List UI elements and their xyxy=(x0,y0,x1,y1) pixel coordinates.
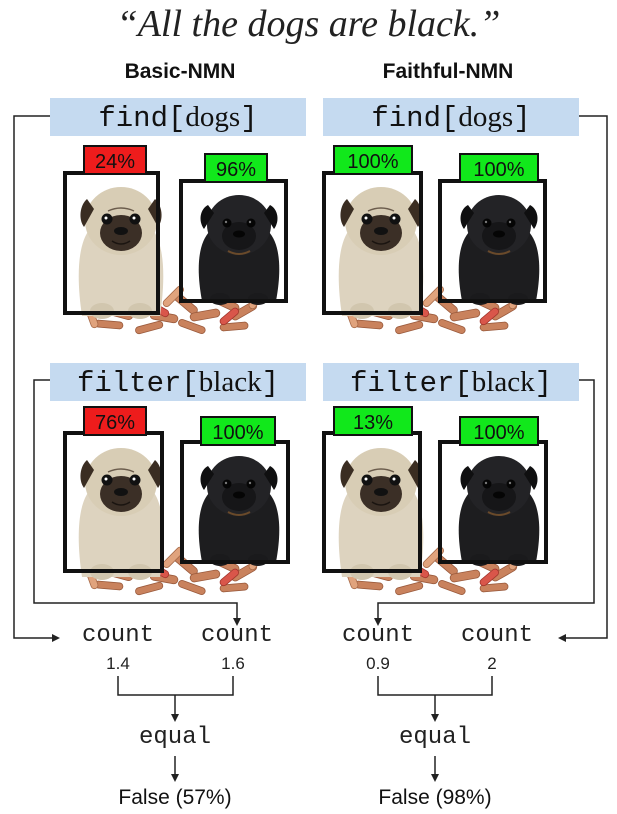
basic-filter-module: filter[black] xyxy=(50,363,306,401)
basic-filter-score-black: 100% xyxy=(200,416,276,446)
connector-faithful-filter-count xyxy=(377,379,595,618)
arrow-faithful-count1 xyxy=(374,618,382,626)
faithful-count-1-value: 0.9 xyxy=(366,654,390,673)
basic-equal-module: equal xyxy=(138,724,211,751)
basic-count-1-value: 1.4 xyxy=(106,654,130,673)
faithful-find-score-black: 100% xyxy=(459,153,539,183)
basic-result: False (57%) xyxy=(118,786,232,809)
arrow-basic-result xyxy=(171,774,179,782)
faithful-equal-module: equal xyxy=(398,724,471,751)
basic-find-module: find[dogs] xyxy=(50,98,306,136)
faithful-filter-score-black: 100% xyxy=(459,416,539,446)
connector-faithful-find-count xyxy=(566,115,608,639)
basic-nmn-title: Basic-NMN xyxy=(124,60,236,83)
faithful-nmn-title: Faithful-NMN xyxy=(382,60,514,83)
faithful-count-2: count xyxy=(460,622,533,649)
arrow-basic-count1 xyxy=(52,634,60,642)
faithful-filter-module: filter[black] xyxy=(323,363,579,401)
faithful-filter-score-fawn: 13% xyxy=(333,406,413,436)
connector-faithful-counts-join xyxy=(377,676,493,696)
arrow-faithful-equal xyxy=(431,714,439,722)
connector-basic-find-count xyxy=(13,115,52,639)
faithful-find-module: find[dogs] xyxy=(323,98,579,136)
connector-basic-filter-count xyxy=(33,379,238,618)
faithful-count-1: count xyxy=(341,622,414,649)
basic-find-score-fawn: 24% xyxy=(83,145,147,175)
arrow-basic-count2 xyxy=(233,618,241,626)
faithful-count-2-value: 2 xyxy=(487,654,497,673)
basic-count-2: count xyxy=(200,622,273,649)
question-caption: “All the dogs are black.” xyxy=(116,3,501,45)
basic-count-1: count xyxy=(81,622,154,649)
basic-filter-dog-photo xyxy=(77,447,281,597)
arrow-basic-equal xyxy=(171,714,179,722)
faithful-find-score-fawn: 100% xyxy=(333,145,413,175)
basic-filter-score-fawn: 76% xyxy=(83,406,147,436)
basic-find-score-black: 96% xyxy=(204,153,268,183)
connector-basic-counts-join xyxy=(117,676,234,696)
basic-count-2-value: 1.6 xyxy=(221,654,245,673)
faithful-result: False (98%) xyxy=(378,786,492,809)
arrow-faithful-result xyxy=(431,774,439,782)
arrow-faithful-count2 xyxy=(558,634,566,642)
